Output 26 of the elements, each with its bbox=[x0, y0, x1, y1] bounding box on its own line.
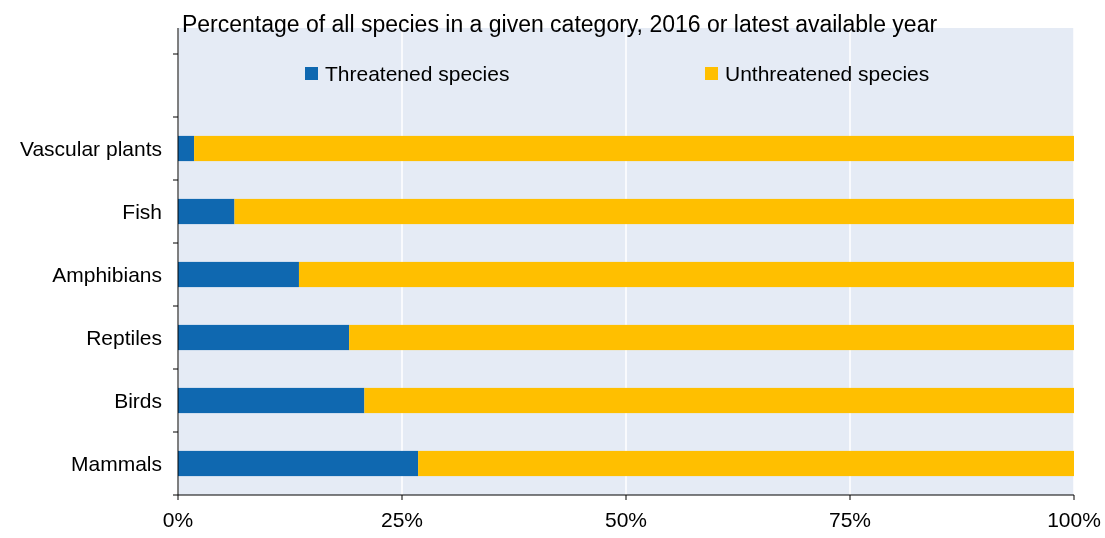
x-tick-label: 100% bbox=[1047, 508, 1101, 531]
bar bbox=[178, 324, 350, 351]
x-tick-label: 0% bbox=[162, 508, 194, 531]
y-tick-label: Mammals bbox=[70, 451, 162, 475]
chart-title: Percentage of all species in a given category, 2016 or latest available year bbox=[181, 11, 938, 37]
bar bbox=[418, 450, 1074, 477]
y-tick-label: Vascular plants bbox=[19, 136, 162, 160]
bar bbox=[298, 261, 1074, 288]
bar bbox=[178, 135, 195, 162]
bar bbox=[178, 261, 299, 288]
bar bbox=[178, 450, 419, 477]
y-tick-label: Fish bbox=[122, 199, 162, 223]
bar bbox=[234, 198, 1074, 225]
bar bbox=[364, 387, 1074, 414]
x-tick-label: 50% bbox=[604, 508, 648, 531]
y-tick-label: Reptiles bbox=[86, 325, 162, 349]
bar bbox=[178, 387, 365, 414]
bar bbox=[178, 198, 235, 225]
x-tick-label: 25% bbox=[380, 508, 424, 531]
legend-label: Unthreatened species bbox=[725, 62, 930, 86]
y-tick-label: Amphibians bbox=[52, 262, 162, 286]
legend-label: Threatened species bbox=[325, 62, 510, 86]
bar bbox=[194, 135, 1074, 162]
bar bbox=[349, 324, 1074, 351]
x-tick-label: 75% bbox=[828, 508, 872, 531]
y-tick-label: Birds bbox=[114, 388, 162, 412]
